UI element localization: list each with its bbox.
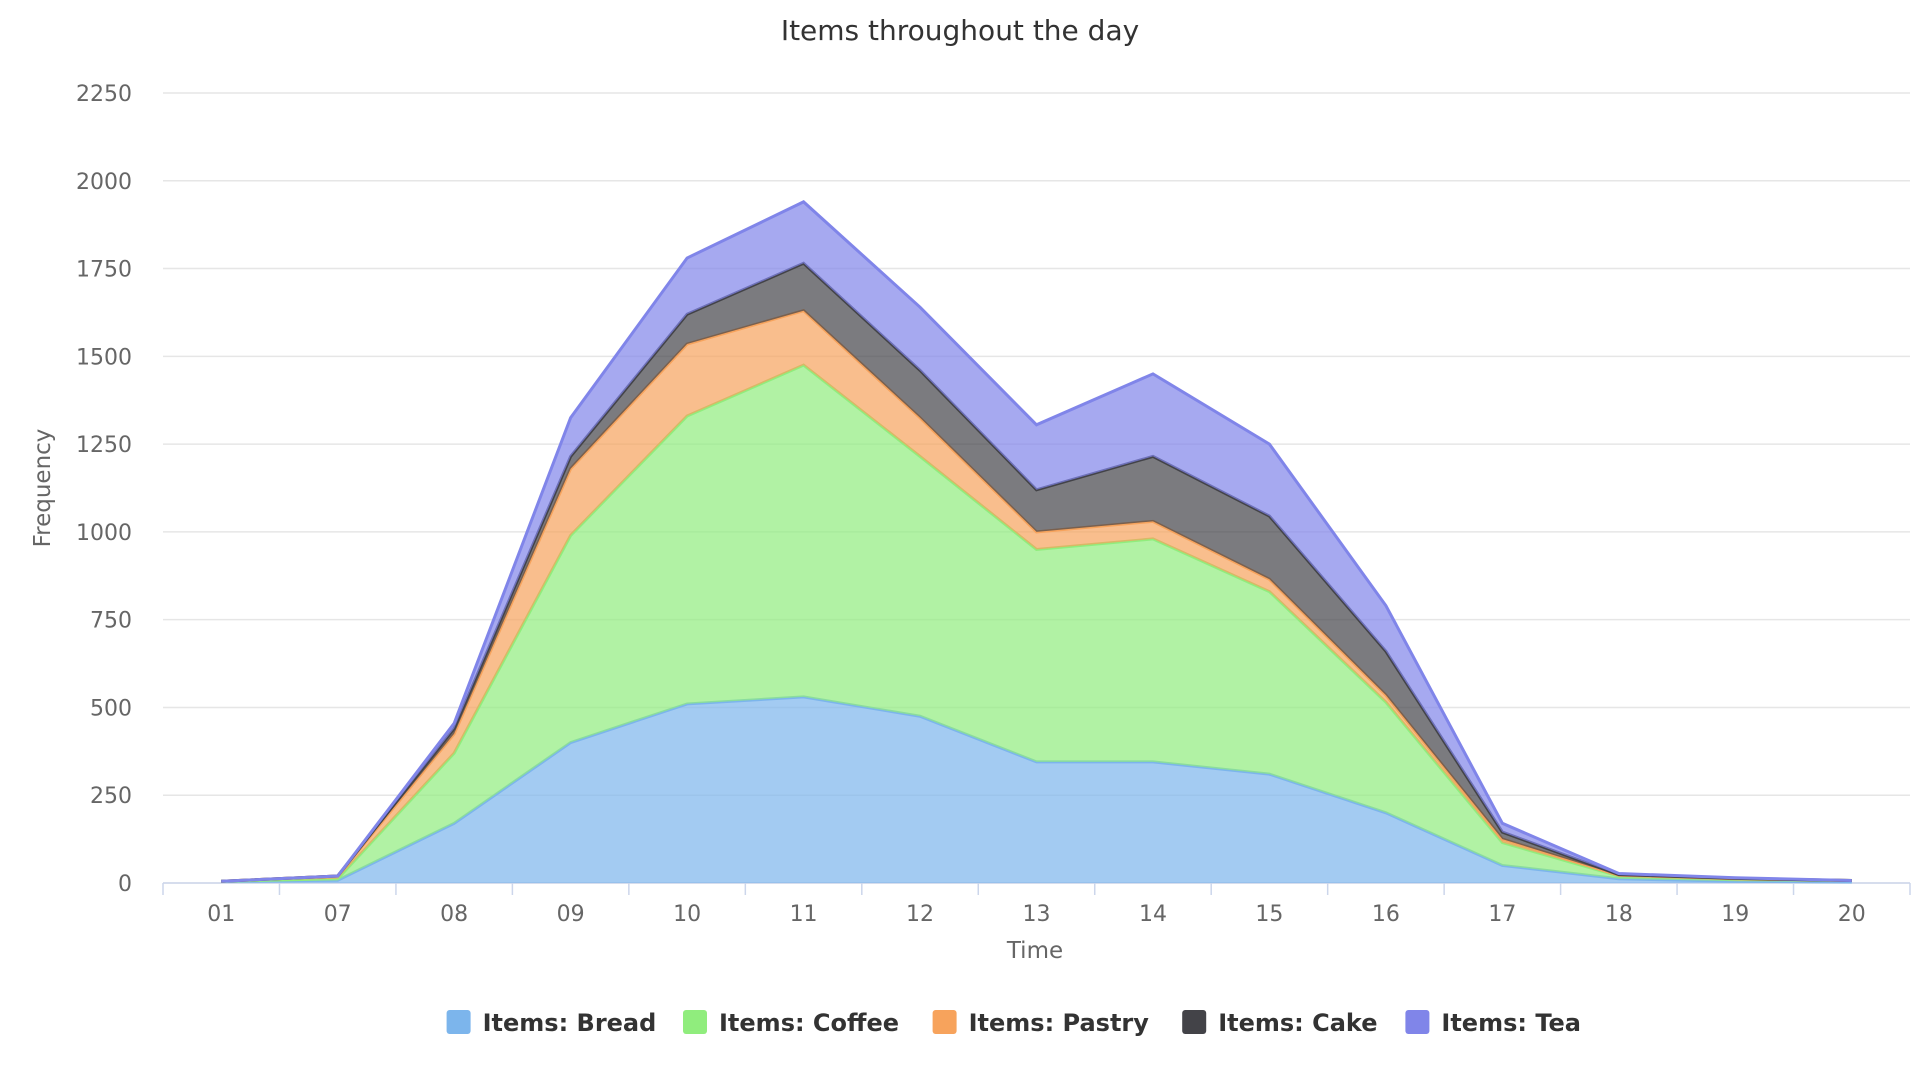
y-tick-label: 1250 [76,433,132,458]
y-tick-label: 2250 [76,82,132,107]
x-tick-label: 17 [1488,902,1516,927]
x-axis-ticks: 01 07 08 09 10 11 12 13 14 15 16 17 18 19 20 [162,883,1911,927]
y-axis-ticks: 0 250 500 750 1000 1250 1500 1750 2000 2250 [76,82,132,897]
x-tick-label: 20 [1838,902,1866,927]
x-axis-title: Time [1006,938,1063,964]
x-tick-label: 01 [207,902,235,927]
line-items-tea [221,200,1852,883]
legend-label: Items: Tea [1441,1009,1581,1037]
legend-item-items-coffee[interactable]: Items: Coffee [683,1009,899,1037]
y-tick-label: 250 [90,784,132,809]
x-tick-label: 14 [1139,902,1167,927]
x-tick-label: 12 [906,902,934,927]
legend-label: Items: Bread [483,1009,657,1037]
x-tick-label: 18 [1605,902,1633,927]
y-tick-label: 0 [118,872,132,897]
area-items-coffee[interactable] [221,365,1852,882]
legend-item-items-pastry[interactable]: Items: Pastry [932,1009,1150,1037]
legend-label: Items: Pastry [969,1009,1150,1037]
y-tick-label: 1500 [76,345,132,370]
x-tick-label: 11 [790,902,818,927]
y-tick-label: 1000 [76,521,132,546]
line-items-bread [221,695,1852,884]
plot-area [221,200,1852,884]
legend-label: Items: Coffee [719,1009,899,1037]
chart-title: Items throughout the day [781,14,1139,47]
legend-item-items-tea[interactable]: Items: Tea [1405,1009,1581,1037]
x-tick-label: 07 [324,902,352,927]
legend-swatch [1405,1010,1430,1034]
y-tick-label: 2000 [76,170,132,195]
legend-item-items-bread[interactable]: Items: Bread [446,1009,657,1037]
y-tick-label: 1750 [76,258,132,283]
legend-swatch [932,1010,957,1034]
x-tick-label: 19 [1721,902,1749,927]
y-tick-label: 500 [90,696,132,721]
y-tick-label: 750 [90,609,132,634]
x-tick-label: 15 [1255,902,1283,927]
line-items-cake [221,261,1852,883]
area-items-bread[interactable] [221,696,1852,883]
x-tick-label: 09 [557,902,585,927]
legend-item-items-cake[interactable]: Items: Cake [1182,1009,1378,1037]
legend-swatch [683,1010,707,1034]
x-tick-label: 08 [440,902,468,927]
x-tick-label: 10 [673,902,701,927]
x-tick-label: 13 [1023,902,1051,927]
legend-swatch [1182,1010,1207,1034]
area-items-pastry[interactable] [221,310,1852,882]
legend-label: Items: Cake [1218,1009,1377,1037]
y-axis-title: Frequency [30,429,56,548]
x-tick-label: 16 [1372,902,1400,927]
line-items-pastry [221,309,1852,883]
area-items-tea[interactable] [221,201,1852,882]
legend: Items: Bread Items: Coffee Items: Pastry It… [446,1009,1581,1037]
legend-swatch [446,1010,471,1034]
